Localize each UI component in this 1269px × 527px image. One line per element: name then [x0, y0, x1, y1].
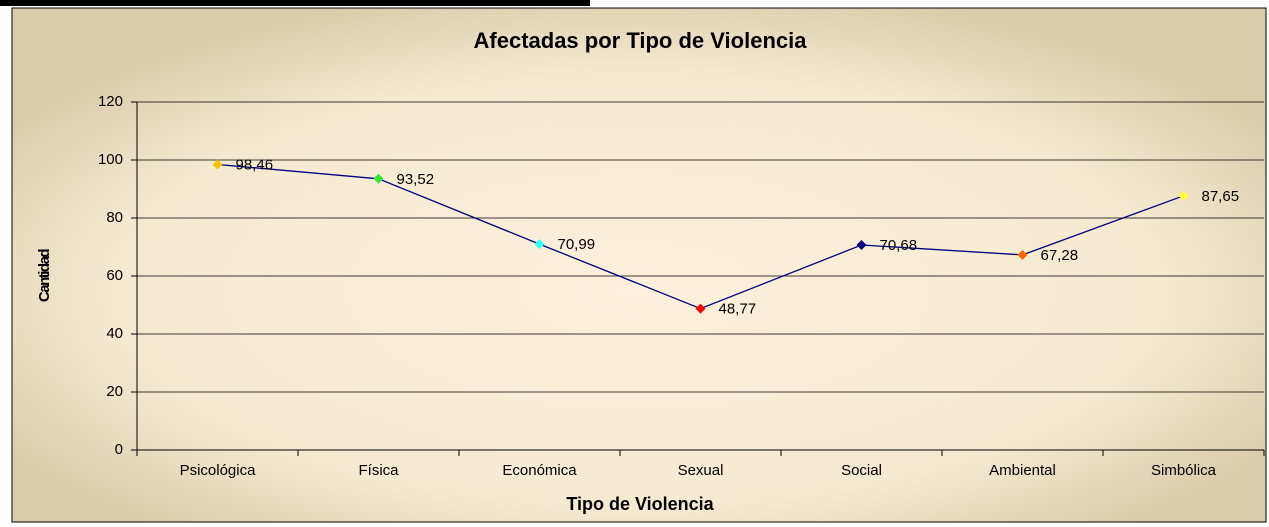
data-label: 70,68: [880, 237, 918, 254]
point-marker: [1017, 249, 1028, 260]
point-marker: [695, 303, 706, 314]
y-tick-label: 80: [106, 209, 123, 226]
data-label: 98,46: [236, 156, 274, 173]
point-marker: [534, 239, 545, 250]
y-axis-label: Cantidad: [36, 249, 53, 303]
y-tick-label: 40: [106, 325, 123, 342]
y-tick-label: 0: [115, 441, 123, 458]
x-tick-label: Social: [841, 462, 882, 479]
data-label: 70,99: [558, 236, 596, 253]
x-tick-label: Económica: [502, 462, 577, 479]
point-marker: [1178, 190, 1189, 201]
x-tick-label: Ambiental: [989, 462, 1056, 479]
y-tick-label: 120: [98, 93, 123, 110]
data-label: 48,77: [719, 301, 757, 318]
x-tick-label: Física: [358, 462, 399, 479]
y-tick-label: 60: [106, 267, 123, 284]
point-marker: [373, 173, 384, 184]
chart-title: Afectadas por Tipo de Violencia: [474, 28, 808, 53]
y-tick-label: 100: [98, 151, 123, 168]
top-bar: [0, 0, 590, 6]
data-label: 87,65: [1202, 188, 1240, 205]
x-axis-label: Tipo de Violencia: [566, 494, 714, 514]
data-label: 67,28: [1041, 247, 1079, 264]
x-tick-label: Psicológica: [180, 462, 257, 479]
x-tick-label: Sexual: [678, 462, 724, 479]
y-tick-label: 20: [106, 383, 123, 400]
point-marker: [212, 159, 223, 170]
x-tick-label: Simbólica: [1151, 462, 1217, 479]
point-marker: [856, 240, 867, 251]
chart-frame: [11, 7, 1267, 523]
data-label: 93,52: [397, 171, 435, 188]
